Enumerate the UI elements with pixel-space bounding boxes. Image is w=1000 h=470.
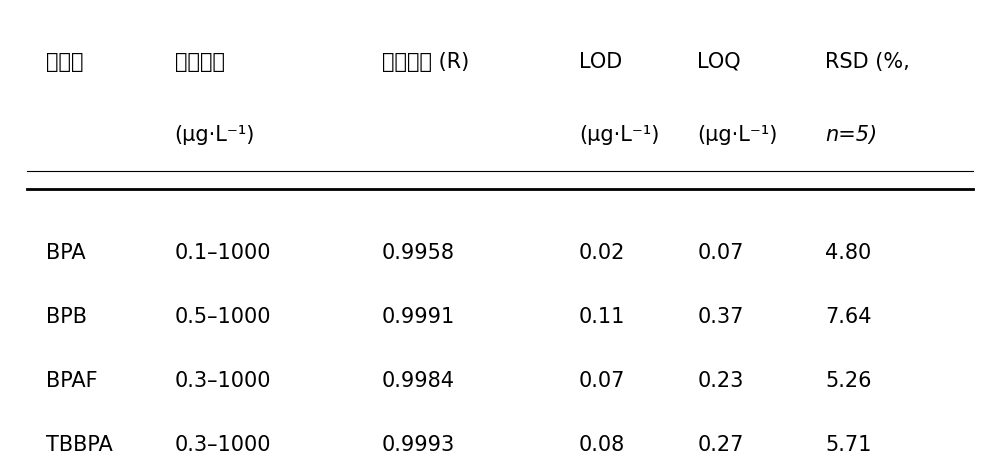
- Text: 0.9984: 0.9984: [382, 371, 455, 391]
- Text: 0.23: 0.23: [697, 371, 744, 391]
- Text: 0.11: 0.11: [579, 307, 625, 327]
- Text: 0.07: 0.07: [579, 371, 625, 391]
- Text: (μg·L⁻¹): (μg·L⁻¹): [579, 125, 659, 145]
- Text: LOD: LOD: [579, 52, 622, 72]
- Text: RSD (%,: RSD (%,: [825, 52, 910, 72]
- Text: 0.02: 0.02: [579, 243, 625, 263]
- Text: BPB: BPB: [46, 307, 87, 327]
- Text: 待测物: 待测物: [46, 52, 84, 72]
- Text: 0.9958: 0.9958: [382, 243, 455, 263]
- Text: 0.5–1000: 0.5–1000: [175, 307, 271, 327]
- Text: BPAF: BPAF: [46, 371, 98, 391]
- Text: 线性范围: 线性范围: [175, 52, 225, 72]
- Text: 5.26: 5.26: [825, 371, 872, 391]
- Text: 0.37: 0.37: [697, 307, 744, 327]
- Text: n=5): n=5): [825, 125, 878, 145]
- Text: 0.1–1000: 0.1–1000: [175, 243, 271, 263]
- Text: LOQ: LOQ: [697, 52, 741, 72]
- Text: 4.80: 4.80: [825, 243, 872, 263]
- Text: 0.3–1000: 0.3–1000: [175, 435, 271, 455]
- Text: 7.64: 7.64: [825, 307, 872, 327]
- Text: (μg·L⁻¹): (μg·L⁻¹): [175, 125, 255, 145]
- Text: (μg·L⁻¹): (μg·L⁻¹): [697, 125, 778, 145]
- Text: BPA: BPA: [46, 243, 86, 263]
- Text: 0.9993: 0.9993: [382, 435, 455, 455]
- Text: TBBPA: TBBPA: [46, 435, 113, 455]
- Text: 0.08: 0.08: [579, 435, 625, 455]
- Text: 5.71: 5.71: [825, 435, 872, 455]
- Text: 0.27: 0.27: [697, 435, 744, 455]
- Text: 0.3–1000: 0.3–1000: [175, 371, 271, 391]
- Text: 0.07: 0.07: [697, 243, 744, 263]
- Text: 0.9991: 0.9991: [382, 307, 455, 327]
- Text: 相关系数 (R): 相关系数 (R): [382, 52, 469, 72]
